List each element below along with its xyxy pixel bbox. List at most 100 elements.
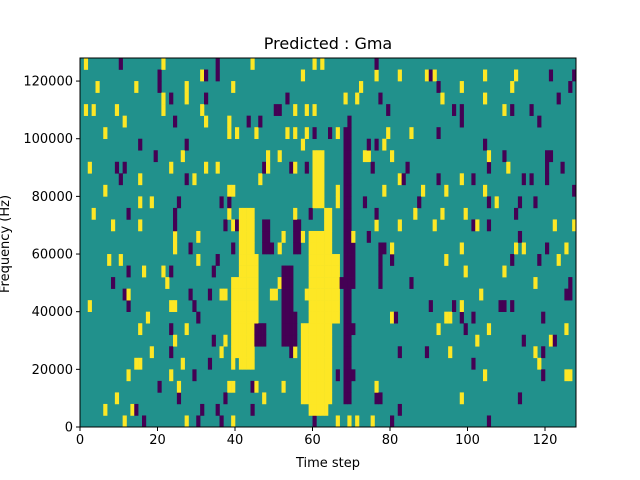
heatmap-cell [254,277,259,289]
heatmap-cell [320,369,325,382]
heatmap-cell [312,230,317,243]
heatmap-cell [347,369,352,382]
heatmap-cell [188,242,193,255]
heatmap-cell [300,323,306,336]
heatmap-cell [343,323,348,336]
heatmap-cell [254,380,259,393]
heatmap-cell [188,288,193,301]
heatmap-cell [235,346,240,359]
heatmap-cell [293,334,298,347]
heatmap-cell [235,323,240,336]
heatmap-cell [235,127,240,140]
heatmap-cell [335,369,340,382]
heatmap-cell [157,81,162,93]
heatmap-cell [378,392,383,405]
heatmap-cell [331,288,337,301]
heatmap-cell [223,219,228,232]
heatmap-cell [421,184,426,197]
heatmap-cell [324,277,329,289]
heatmap-cell [103,403,108,416]
heatmap-cell [114,161,120,174]
heatmap-cell [328,300,333,312]
heatmap-cell [320,173,325,186]
x-tick-label: 80 [382,433,399,448]
heatmap-cell [347,184,352,197]
heatmap-cell [316,254,321,266]
heatmap-cell [145,311,151,324]
heatmap-cell [161,265,166,278]
heatmap-cell [250,288,255,301]
heatmap-cell [138,196,143,209]
heatmap-cell [235,300,240,312]
heatmap-cell [564,323,569,336]
heatmap-cell [312,323,317,336]
heatmap-cell [471,311,476,324]
heatmap-cell [374,392,379,405]
heatmap-cell [436,81,441,93]
heatmap-cell [293,207,298,220]
heatmap-cell [335,311,340,324]
heatmap-cell [572,219,577,232]
heatmap-cell [351,230,356,243]
heatmap-cell [242,311,247,324]
heatmap-cell [483,184,488,197]
heatmap-cell [293,104,298,116]
heatmap-cell [343,300,348,312]
heatmap-cell [459,392,464,405]
x-tick-label: 60 [304,433,321,448]
heatmap-cell [242,300,247,312]
heatmap-cell [204,69,209,82]
heatmap-cell [320,265,325,278]
heatmap-cell [300,392,306,405]
heatmap-cell [452,300,457,312]
heatmap-cell [324,300,329,312]
heatmap-cell [366,138,371,151]
heatmap-cell [324,230,329,243]
heatmap-cell [343,334,348,347]
heatmap-cell [552,219,557,232]
heatmap-cell [285,265,290,278]
heatmap-cell [180,357,185,370]
heatmap-cell [328,219,333,232]
heatmap-cell [440,207,445,220]
heatmap-cell [328,311,333,324]
heatmap-cell [328,230,333,243]
heatmap-cell [87,161,92,174]
heatmap-cell [378,265,383,278]
heatmap-cell [335,184,340,197]
heatmap-cell [200,69,205,82]
heatmap-cell [324,392,329,405]
heatmap-cell [347,138,352,151]
heatmap-cell [312,415,317,428]
heatmap-cell [215,161,220,174]
heatmap-cell [347,196,352,209]
heatmap-cell [320,196,325,209]
heatmap-cell [390,311,395,324]
heatmap-cell [103,127,108,140]
heatmap-cell [266,230,271,243]
heatmap-cell [180,150,185,163]
heatmap-cell [231,277,236,289]
heatmap-cell [304,346,309,359]
heatmap-cell [324,334,329,347]
heatmap-cell [347,150,352,163]
heatmap-cell [134,81,139,93]
heatmap-cell [347,392,352,405]
heatmap-cell [293,127,298,140]
heatmap-cell [545,173,550,186]
heatmap-cell [289,265,294,278]
heatmap-cell [320,242,325,255]
heatmap-cell [347,415,352,428]
heatmap-cell [382,184,387,197]
heatmap-cell [463,265,468,278]
heatmap-cell [405,161,410,174]
heatmap-cell [184,323,189,336]
heatmap-cell [556,92,561,105]
heatmap-cell [331,254,337,266]
heatmap-cell [517,196,523,209]
heatmap-cell [169,265,174,278]
heatmap-cell [328,369,333,382]
x-axis-label: Time step [295,456,360,471]
heatmap-cell [374,207,379,220]
heatmap-cell [556,254,561,266]
